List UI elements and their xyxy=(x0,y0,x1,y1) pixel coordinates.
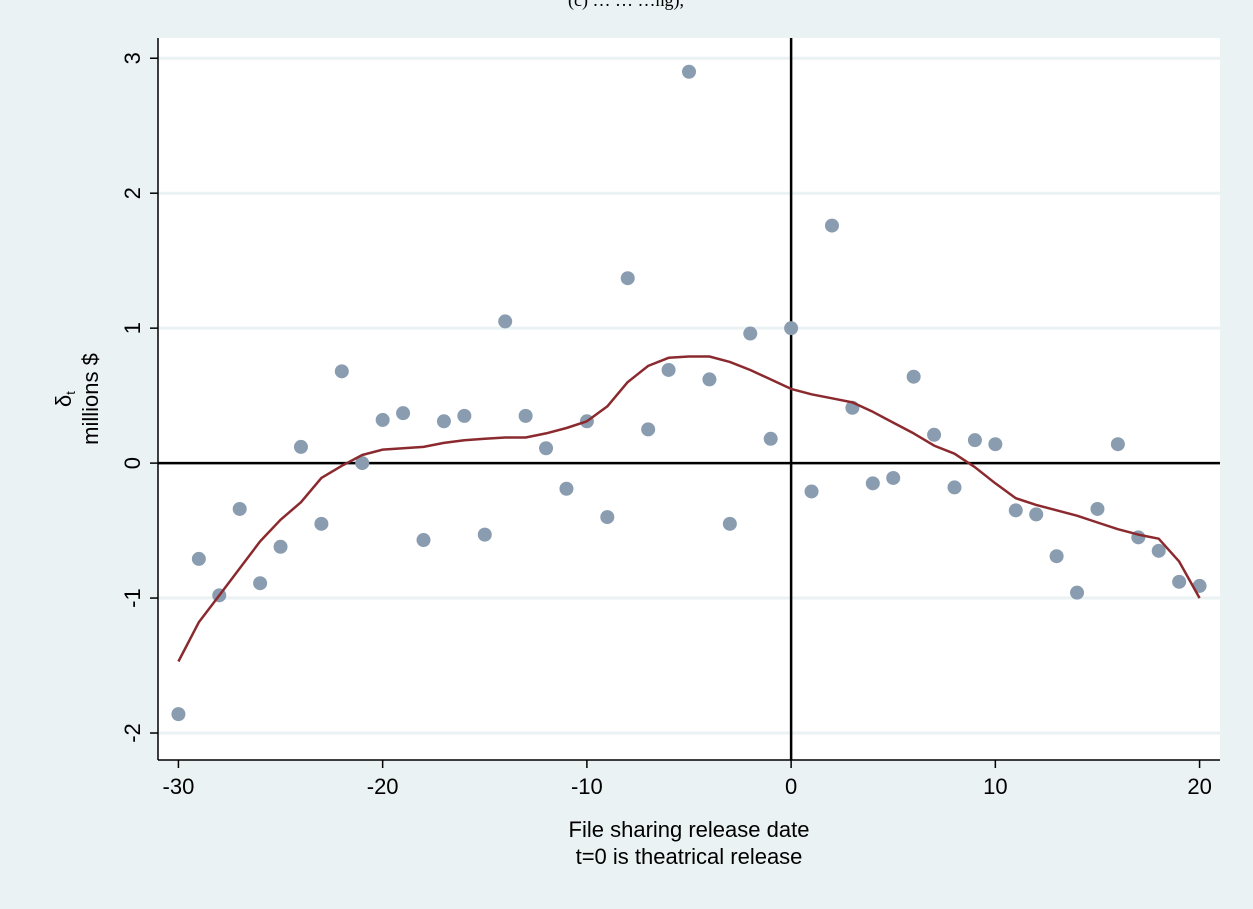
data-point xyxy=(620,271,635,286)
data-point xyxy=(498,314,513,329)
data-point xyxy=(1090,501,1105,516)
data-point xyxy=(763,431,778,446)
data-point xyxy=(273,539,288,554)
data-point xyxy=(375,412,390,427)
data-point xyxy=(1008,503,1023,518)
data-point xyxy=(702,372,717,387)
y-tick-label: 2 xyxy=(120,187,145,199)
y-axis-title-units: millions $ xyxy=(78,353,103,445)
plot-area xyxy=(158,38,1220,760)
data-point xyxy=(947,480,962,495)
data-point xyxy=(722,516,737,531)
data-point xyxy=(355,456,370,471)
x-axis-title: File sharing release date t=0 is theatri… xyxy=(569,817,810,869)
data-points xyxy=(171,64,1207,722)
data-point xyxy=(334,364,349,379)
data-point xyxy=(518,408,533,423)
x-tick-label: -10 xyxy=(571,774,603,799)
y-tick-label: 1 xyxy=(120,322,145,334)
data-point xyxy=(784,321,799,336)
data-point xyxy=(416,533,431,548)
data-point xyxy=(232,501,247,516)
data-point xyxy=(906,369,921,384)
data-point xyxy=(1070,585,1085,600)
data-point xyxy=(804,484,819,499)
data-point xyxy=(682,64,696,79)
x-tick-label: -30 xyxy=(163,774,195,799)
data-point xyxy=(967,433,982,448)
data-point xyxy=(436,414,451,429)
data-point xyxy=(396,406,411,421)
data-point xyxy=(1029,507,1044,522)
data-point xyxy=(927,427,942,442)
data-point xyxy=(1172,574,1187,589)
top-text-fragment: (c) … … …ng), xyxy=(568,0,684,11)
x-axis-title-line-2: t=0 is theatrical release xyxy=(576,844,803,869)
data-point xyxy=(1151,543,1166,558)
reference-lines xyxy=(158,38,1220,760)
y-tick-label: -2 xyxy=(120,723,145,743)
fit-line-group xyxy=(177,355,1201,663)
data-point xyxy=(1110,437,1125,452)
data-point xyxy=(477,527,492,542)
x-tick-label: 10 xyxy=(983,774,1007,799)
data-point xyxy=(559,481,574,496)
data-point xyxy=(600,510,615,525)
data-point xyxy=(743,326,758,341)
x-tick-label: 0 xyxy=(785,774,797,799)
data-point xyxy=(886,470,901,485)
data-point xyxy=(171,707,186,722)
data-point xyxy=(191,551,206,566)
y-tick-label: 3 xyxy=(120,52,145,64)
y-axis-title: δt millions $ xyxy=(51,353,103,445)
data-point xyxy=(1049,549,1064,564)
data-point xyxy=(865,476,880,491)
data-point xyxy=(293,439,308,454)
y-tick-label: 0 xyxy=(120,457,145,469)
fit-line xyxy=(177,355,1201,663)
data-point xyxy=(539,441,554,456)
y-axis-title-symbol: δt xyxy=(51,391,78,407)
data-point xyxy=(253,576,268,591)
data-point xyxy=(641,422,656,437)
data-point xyxy=(457,408,472,423)
x-tick-label: 20 xyxy=(1187,774,1211,799)
x-tick-label: -20 xyxy=(367,774,399,799)
data-point xyxy=(661,362,676,377)
x-axis-title-line-1: File sharing release date xyxy=(569,817,810,842)
data-point xyxy=(824,218,839,233)
y-tick-label: -1 xyxy=(120,588,145,608)
data-point xyxy=(314,516,329,531)
data-point xyxy=(988,437,1003,452)
